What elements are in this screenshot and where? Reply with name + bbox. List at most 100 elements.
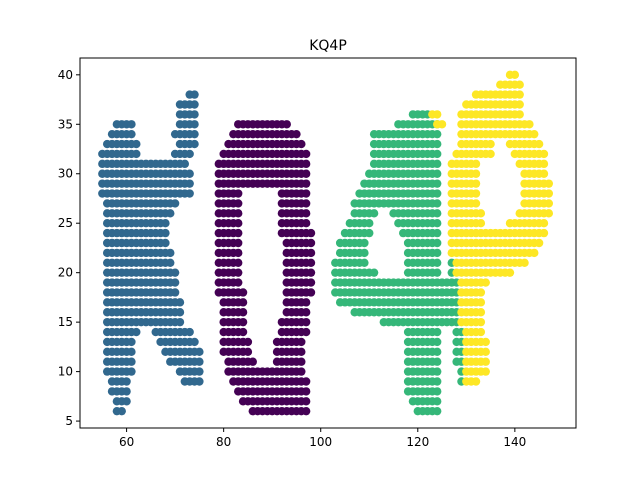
data-point xyxy=(175,308,185,317)
data-point xyxy=(515,110,524,119)
data-point xyxy=(433,406,442,416)
data-point xyxy=(481,357,490,366)
data-point xyxy=(437,120,447,129)
data-point xyxy=(306,248,316,258)
data-point xyxy=(476,317,486,327)
data-point xyxy=(234,228,243,238)
data-point xyxy=(161,228,170,238)
data-point xyxy=(297,337,306,347)
data-point xyxy=(248,357,257,366)
data-point xyxy=(433,258,442,267)
data-point xyxy=(544,209,554,218)
data-point xyxy=(539,169,549,178)
data-point xyxy=(481,347,490,357)
data-point xyxy=(471,199,481,208)
data-point xyxy=(234,268,243,277)
data-point xyxy=(195,367,204,376)
data-point xyxy=(433,238,442,248)
data-point xyxy=(190,110,199,119)
data-point xyxy=(185,149,194,159)
data-point xyxy=(433,179,442,188)
y-tick-label: 10 xyxy=(58,365,73,379)
y-tick-label: 15 xyxy=(58,315,73,329)
data-point xyxy=(433,199,442,208)
data-point xyxy=(117,406,126,416)
data-point xyxy=(534,139,544,149)
data-point xyxy=(365,219,374,228)
data-point xyxy=(234,248,243,258)
data-point xyxy=(301,149,311,159)
data-point xyxy=(301,406,311,416)
data-point xyxy=(433,387,442,396)
data-point xyxy=(238,327,248,337)
data-point xyxy=(306,268,316,277)
data-point xyxy=(127,120,136,129)
data-point xyxy=(161,219,170,228)
data-point xyxy=(433,219,442,228)
data-point xyxy=(238,288,248,297)
data-point xyxy=(122,387,131,396)
data-point xyxy=(185,169,194,178)
data-point xyxy=(175,317,185,327)
data-point xyxy=(170,278,180,287)
series-4 xyxy=(428,70,554,386)
data-point xyxy=(238,317,248,327)
data-point xyxy=(534,238,544,248)
data-point xyxy=(234,278,243,287)
data-point xyxy=(539,219,549,228)
data-point xyxy=(306,278,316,287)
data-point xyxy=(433,337,442,347)
data-point xyxy=(369,209,379,218)
data-point xyxy=(190,139,199,149)
points-layer xyxy=(98,70,554,416)
data-point xyxy=(306,238,316,248)
data-point xyxy=(365,228,374,238)
series-2 xyxy=(214,120,316,416)
data-point xyxy=(190,120,199,129)
x-tick-label: 60 xyxy=(119,435,134,449)
y-tick-label: 5 xyxy=(65,414,73,428)
data-point xyxy=(301,189,311,198)
plot-frame xyxy=(79,57,577,429)
data-point xyxy=(127,367,136,376)
x-tick-label: 140 xyxy=(503,435,526,449)
data-point xyxy=(185,189,194,198)
data-point xyxy=(127,129,136,139)
data-point xyxy=(243,337,253,347)
data-point xyxy=(433,149,442,159)
data-point xyxy=(301,308,311,317)
data-point xyxy=(234,189,243,198)
data-point xyxy=(132,149,141,159)
data-point xyxy=(481,278,490,287)
data-point xyxy=(190,129,199,139)
data-point xyxy=(433,139,442,149)
data-point xyxy=(481,337,490,347)
y-tick-label: 30 xyxy=(58,167,73,181)
data-point xyxy=(132,139,141,149)
data-point xyxy=(301,169,311,178)
data-point xyxy=(471,179,481,188)
data-point xyxy=(433,159,442,169)
data-point xyxy=(170,268,180,277)
data-point xyxy=(234,199,243,208)
data-point xyxy=(185,327,194,337)
data-point xyxy=(433,169,442,178)
data-point xyxy=(301,377,311,386)
data-point xyxy=(544,199,554,208)
data-point xyxy=(476,327,486,337)
data-point xyxy=(297,367,306,376)
data-point xyxy=(282,120,291,129)
data-point xyxy=(195,377,204,386)
data-point xyxy=(301,298,311,307)
data-point xyxy=(360,248,369,258)
data-point xyxy=(190,90,199,99)
data-point xyxy=(520,258,529,267)
data-point xyxy=(471,169,481,178)
data-point xyxy=(433,110,442,119)
data-point xyxy=(433,129,442,139)
data-point xyxy=(238,308,248,317)
data-point xyxy=(190,100,199,109)
x-axis: 60 80 100 120 140 xyxy=(119,428,526,449)
x-tick-label: 100 xyxy=(309,435,332,449)
